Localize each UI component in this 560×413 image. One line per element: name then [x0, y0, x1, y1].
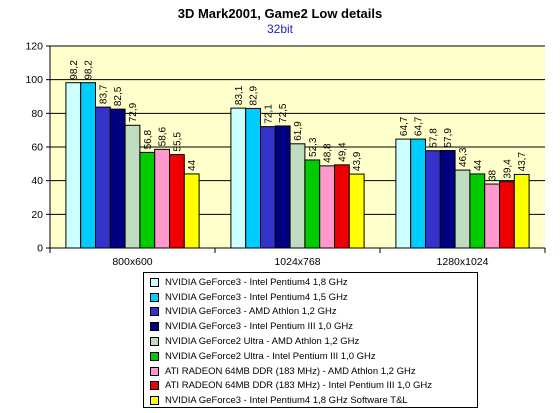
- bar: [469, 173, 486, 249]
- bar: [80, 82, 96, 249]
- bar: [274, 125, 291, 249]
- bar: [65, 82, 82, 249]
- legend-label: NVIDIA GeForce3 - AMD Athlon 1,2 GHz: [165, 306, 337, 318]
- legend-swatch: [150, 396, 159, 406]
- legend-swatch: [150, 292, 159, 302]
- value-label: 64,7: [414, 116, 425, 136]
- bar: [334, 164, 350, 249]
- value-label: 57,8: [428, 128, 439, 148]
- bar: [260, 126, 276, 249]
- value-label: 72,5: [278, 103, 289, 123]
- value-label: 43,7: [517, 152, 528, 172]
- value-label: 48,8: [323, 143, 334, 163]
- legend-item: NVIDIA GeForce3 - Intel Pentium4 1,8 GHz…: [144, 393, 477, 408]
- x-category-label: 1024x768: [274, 256, 320, 268]
- legend-item: ATI RADEON 64MB DDR (183 MHz) - AMD Athl…: [144, 364, 477, 379]
- bar: [230, 107, 247, 249]
- value-label: 61,9: [293, 121, 304, 141]
- value-label: 58,6: [158, 126, 169, 146]
- value-label: 49,4: [337, 142, 348, 162]
- value-label: 46,3: [458, 147, 469, 167]
- y-tick-label: 120: [25, 41, 43, 53]
- y-tick-label: 20: [31, 209, 43, 221]
- bar: [289, 143, 306, 249]
- legend-swatch: [150, 337, 159, 347]
- x-axis: 800x600 1024x768 1280x1024: [49, 247, 546, 268]
- bar: [439, 150, 456, 249]
- bar: [304, 159, 321, 249]
- legend-label: NVIDIA GeForce3 - Intel Pentium4 1,5 GHz: [165, 291, 348, 303]
- bar: [95, 106, 111, 249]
- bar: [348, 173, 365, 249]
- legend: NVIDIA GeForce3 - Intel Pentium4 1,8 GHz…: [143, 272, 478, 408]
- bar: [169, 154, 185, 249]
- legend-item: NVIDIA GeForce3 - Intel Pentium4 1,8 GHz: [144, 275, 477, 290]
- bar: [513, 173, 530, 249]
- legend-swatch: [150, 322, 159, 332]
- legend-label: NVIDIA GeForce2 Ultra - Intel Pentium II…: [165, 350, 376, 362]
- y-tick-label: 40: [31, 175, 43, 187]
- bar: [499, 181, 515, 249]
- y-tick-label: 60: [31, 142, 43, 154]
- chart-subtitle: 32bit: [266, 22, 294, 36]
- legend-label: NVIDIA GeForce3 - Intel Pentium III 1,0 …: [165, 321, 353, 333]
- value-label: 44: [473, 159, 484, 171]
- y-tick-label: 80: [31, 108, 43, 120]
- legend-label: NVIDIA GeForce3 - Intel Pentium4 1,8 GHz…: [165, 395, 408, 407]
- bar: [484, 183, 501, 249]
- bar: [319, 165, 336, 249]
- legend-swatch: [150, 351, 159, 361]
- bar: [109, 108, 126, 249]
- x-category-label: 1280x1024: [437, 256, 489, 268]
- value-label: 98,2: [69, 60, 80, 80]
- value-label: 55,5: [172, 132, 183, 152]
- value-label: 56,8: [143, 129, 154, 149]
- legend-swatch: [150, 366, 159, 376]
- value-label: 82,9: [249, 86, 260, 106]
- bar: [395, 138, 412, 249]
- legend-label: NVIDIA GeForce3 - Intel Pentium4 1,8 GHz: [165, 276, 348, 288]
- value-label: 57,9: [443, 128, 454, 148]
- value-label: 83,7: [98, 84, 109, 104]
- value-label: 82,5: [113, 86, 124, 106]
- bar: [139, 151, 156, 249]
- value-label: 72,1: [263, 104, 274, 124]
- legend-label: ATI RADEON 64MB DDR (183 MHz) - Intel Pe…: [165, 380, 432, 392]
- value-label: 39,4: [502, 159, 513, 179]
- bar: [154, 148, 170, 249]
- bar: [425, 150, 441, 249]
- y-tick-label: 100: [25, 74, 43, 86]
- value-label: 83,1: [234, 85, 245, 105]
- bar: [183, 173, 200, 249]
- value-label: 52,3: [308, 137, 319, 157]
- legend-swatch: [150, 277, 159, 287]
- legend-label: ATI RADEON 64MB DDR (183 MHz) - AMD Athl…: [165, 365, 416, 377]
- value-label: 44: [187, 159, 198, 171]
- bar: [410, 138, 427, 249]
- legend-swatch: [150, 381, 159, 391]
- chart-title: 3D Mark2001, Game2 Low details: [177, 6, 383, 21]
- value-label: 98,2: [84, 60, 95, 80]
- bar: [454, 169, 471, 249]
- legend-item: ATI RADEON 64MB DDR (183 MHz) - Intel Pe…: [144, 379, 477, 394]
- legend-swatch: [150, 307, 159, 317]
- legend-item: NVIDIA GeForce3 - Intel Pentium4 1,5 GHz: [144, 290, 477, 305]
- legend-item: NVIDIA GeForce2 Ultra - AMD Athlon 1,2 G…: [144, 334, 477, 349]
- y-tick-label: 0: [37, 243, 43, 255]
- legend-item: NVIDIA GeForce3 - Intel Pentium III 1,0 …: [144, 319, 477, 334]
- legend-label: NVIDIA GeForce2 Ultra - AMD Athlon 1,2 G…: [165, 336, 360, 348]
- value-label: 43,9: [352, 151, 363, 171]
- value-label: 38: [488, 169, 499, 181]
- bar: [124, 124, 141, 249]
- bars: [65, 82, 530, 249]
- legend-item: NVIDIA GeForce3 - AMD Athlon 1,2 GHz: [144, 305, 477, 320]
- value-label: 64,7: [399, 116, 410, 136]
- bar: [245, 107, 261, 249]
- value-label: 72,9: [128, 102, 139, 122]
- x-category-label: 800x600: [112, 256, 152, 268]
- legend-item: NVIDIA GeForce2 Ultra - Intel Pentium II…: [144, 349, 477, 364]
- y-axis: 0 20 40 60 80 100 120: [25, 41, 51, 255]
